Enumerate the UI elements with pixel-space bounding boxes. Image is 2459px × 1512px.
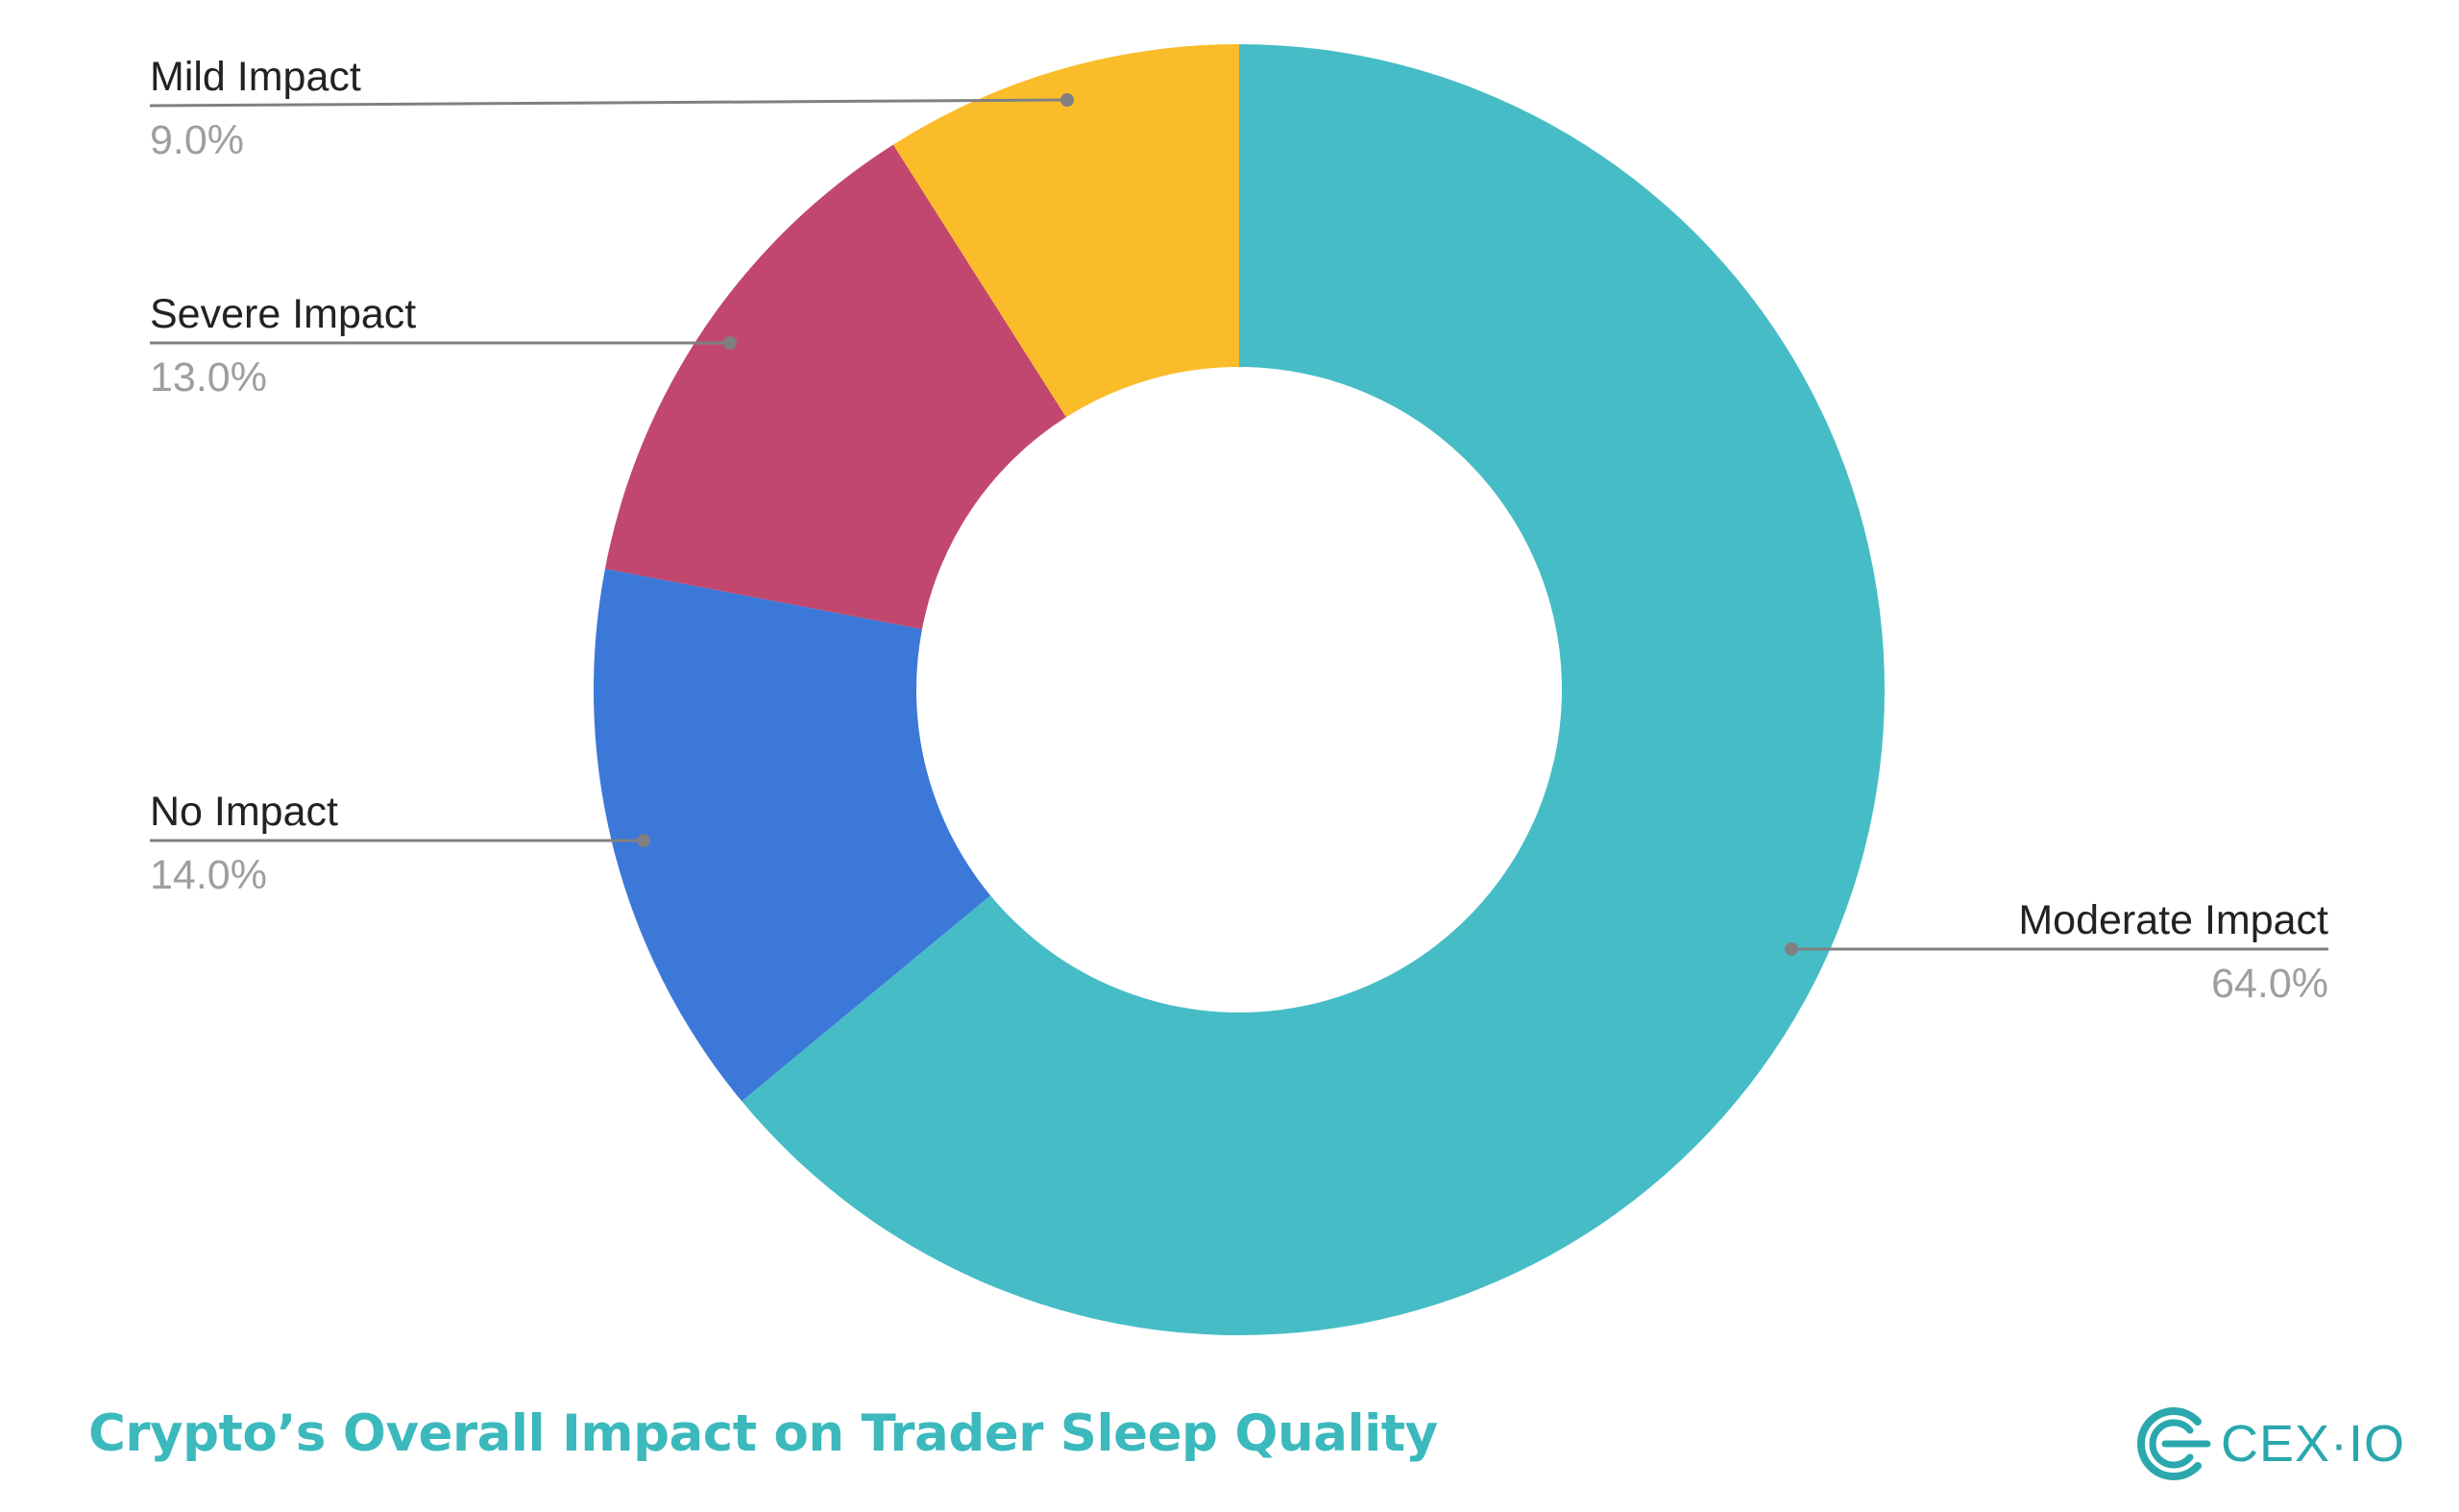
slice-value-mild-impact: 9.0% <box>150 117 244 163</box>
slice-label-no-impact: No Impact <box>150 789 338 835</box>
brand-name: CEX·IO <box>2221 1415 2406 1473</box>
leader-dot-mild-impact <box>1060 93 1074 107</box>
slice-severe-impact[interactable] <box>604 144 1066 630</box>
leader-dot-moderate-impact <box>1785 942 1798 956</box>
slice-label-severe-impact: Severe Impact <box>150 291 416 337</box>
leader-dot-no-impact <box>637 834 650 847</box>
brand-logo: CEX·IO <box>2130 1404 2405 1483</box>
slice-value-no-impact: 14.0% <box>150 852 267 898</box>
slice-label-moderate-impact: Moderate Impact <box>2018 897 2328 943</box>
slice-label-mild-impact: Mild Impact <box>150 54 361 100</box>
slice-moderate-impact[interactable] <box>742 44 1885 1336</box>
labels-group: Moderate Impact 64.0% No Impact 14.0% Severe… <box>149 54 2328 1007</box>
slice-value-severe-impact: 13.0% <box>150 354 267 401</box>
chart-title: Crypto’s Overall Impact on Trader Sleep … <box>88 1404 1438 1463</box>
cex-io-logo-icon <box>2136 1407 2211 1480</box>
slice-value-moderate-impact: 64.0% <box>2211 961 2328 1007</box>
slice-no-impact[interactable] <box>594 569 991 1102</box>
slice-mild-impact[interactable] <box>892 43 1239 418</box>
leader-line-mild-impact <box>149 98 1068 108</box>
leader-dot-severe-impact <box>723 336 737 350</box>
slices-group <box>594 43 1885 1336</box>
